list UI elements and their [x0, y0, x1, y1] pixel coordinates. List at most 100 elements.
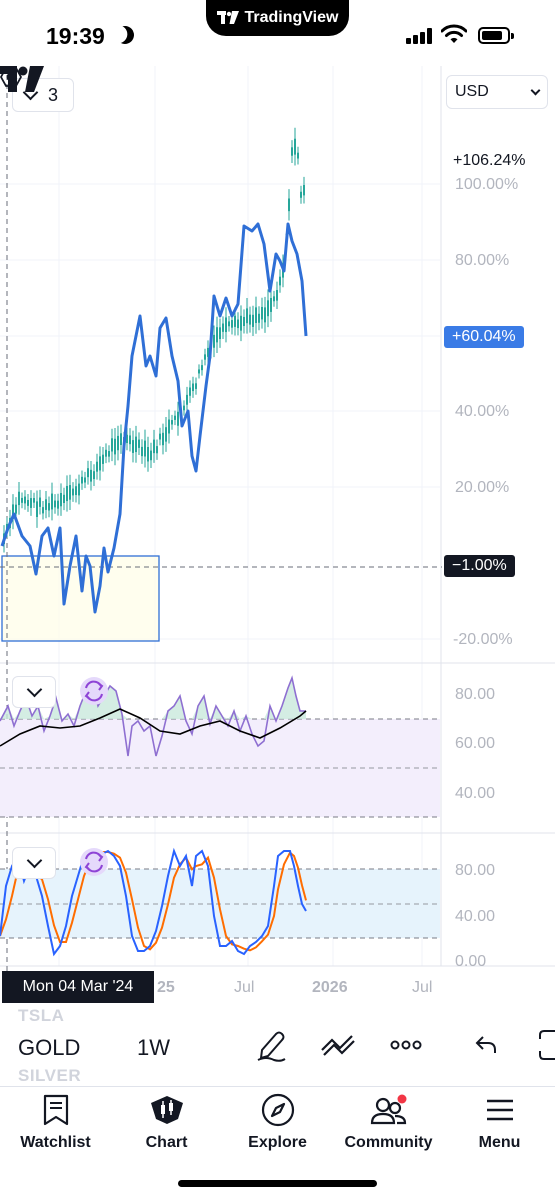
layout-toggle-button[interactable]: 3 — [12, 78, 74, 112]
candle-body — [66, 485, 68, 502]
tab-explore[interactable]: Explore — [222, 1087, 333, 1157]
rsi-pane-toggle-button[interactable] — [12, 676, 56, 708]
candle-body — [279, 276, 281, 286]
candle-body — [15, 504, 17, 514]
candle-body — [162, 432, 164, 446]
candle-body — [120, 433, 122, 445]
stoch-k-line[interactable] — [0, 847, 307, 957]
indicators-icon[interactable] — [320, 1032, 356, 1058]
candle-body — [237, 319, 239, 329]
tab-community[interactable]: Community — [333, 1087, 444, 1157]
chart-canvas[interactable] — [0, 66, 555, 1006]
candle-body — [111, 438, 113, 452]
status-time: 19:39 — [46, 23, 105, 49]
candle-body — [132, 440, 134, 453]
candle-body — [177, 411, 179, 426]
candle-body — [144, 440, 146, 457]
tab-label: Menu — [478, 1134, 521, 1151]
tab-chart[interactable]: Chart — [111, 1087, 222, 1157]
rsi-sync-icon[interactable] — [80, 677, 108, 705]
candle-body — [216, 327, 218, 343]
candle-body — [117, 435, 119, 451]
stoch-scale-label: 80.00 — [455, 862, 496, 879]
focus-moon-icon — [113, 23, 136, 46]
candle-body — [96, 461, 98, 472]
menu-icon — [486, 1099, 513, 1121]
compare-symbol-line[interactable] — [0, 222, 308, 614]
candle-body — [114, 438, 116, 455]
draw-pen-icon[interactable] — [256, 1028, 286, 1062]
candle-body — [300, 191, 302, 198]
fullscreen-icon[interactable] — [538, 1030, 555, 1060]
candle-body — [252, 314, 254, 327]
chart-toolbar: TSLA GOLD SILVER 1W — [0, 1006, 555, 1086]
crosshair-date-tag: Mon 04 Mar '24 — [2, 971, 154, 1003]
candle-body — [12, 504, 14, 519]
candle-body — [231, 320, 233, 328]
candle-body — [159, 433, 161, 440]
community-icon — [370, 1094, 406, 1125]
currency-value: USD — [455, 83, 489, 100]
candle-body — [201, 365, 203, 371]
symbol-ghost-previous[interactable]: TSLA — [18, 1006, 65, 1025]
candle-body — [273, 296, 275, 302]
stoch-sync-icon[interactable] — [80, 848, 108, 876]
price-scale-label: 80.00% — [455, 252, 510, 269]
more-icon[interactable] — [390, 1040, 422, 1050]
candle-body — [129, 435, 131, 445]
candle-body — [21, 497, 23, 503]
tab-menu[interactable]: Menu — [444, 1087, 555, 1157]
battery-icon — [478, 27, 514, 44]
candle-body — [183, 405, 185, 411]
stoch-pane-toggle-button[interactable] — [12, 847, 56, 879]
candle-body — [147, 446, 149, 462]
candlestick-series[interactable] — [3, 127, 305, 553]
candle-body — [48, 503, 50, 511]
candle-body — [207, 347, 209, 357]
candle-body — [240, 315, 242, 331]
candle-body — [249, 314, 251, 325]
rsi-scale-label: 80.00 — [455, 686, 496, 703]
undo-icon[interactable] — [474, 1034, 498, 1056]
candle-body — [186, 394, 188, 405]
candle-body — [30, 498, 32, 508]
chart-area[interactable]: 3 USD +106.24% 100.00% 80.00% +60.04% 40… — [0, 66, 555, 1006]
rsi-scale-label: 60.00 — [455, 735, 496, 752]
candle-body — [261, 306, 263, 320]
candle-body — [288, 198, 290, 212]
stoch-scale-label: 40.00 — [455, 908, 496, 925]
candle-body — [45, 499, 47, 510]
watchlist-icon — [43, 1094, 68, 1126]
time-axis-label: Jul — [234, 979, 255, 996]
tab-label: Chart — [145, 1134, 188, 1151]
candle-body — [108, 451, 110, 457]
candle-body — [81, 476, 83, 484]
candle-body — [60, 492, 62, 507]
candle-body — [258, 313, 260, 323]
chart-settings-icon[interactable] — [0, 66, 22, 88]
candle-body — [255, 307, 257, 323]
interval-button[interactable]: 1W — [137, 1035, 170, 1060]
currency-select[interactable]: USD — [446, 75, 548, 109]
candle-body — [141, 446, 143, 457]
candle-body — [99, 456, 101, 471]
stoch-d-line[interactable] — [0, 851, 307, 952]
wifi-icon — [441, 24, 467, 43]
candle-body — [150, 450, 152, 461]
candle-body — [153, 439, 155, 454]
rsi-scale-label: 40.00 — [455, 785, 496, 802]
candle-body — [75, 486, 77, 496]
candle-body — [138, 439, 140, 448]
rsi-ma-line[interactable] — [0, 708, 307, 747]
symbol-button[interactable]: GOLD — [18, 1035, 81, 1060]
stoch-scale-label: 0.00 — [455, 953, 487, 970]
candle-body — [168, 419, 170, 434]
candle-body — [51, 493, 53, 510]
symbol-ghost-next[interactable]: SILVER — [18, 1066, 82, 1085]
price-scale-label: 100.00% — [455, 176, 519, 193]
tab-watchlist[interactable]: Watchlist — [0, 1087, 111, 1157]
candle-body — [303, 185, 305, 196]
candle-body — [225, 317, 227, 333]
candle-body — [270, 297, 272, 312]
candle-body — [297, 152, 299, 159]
